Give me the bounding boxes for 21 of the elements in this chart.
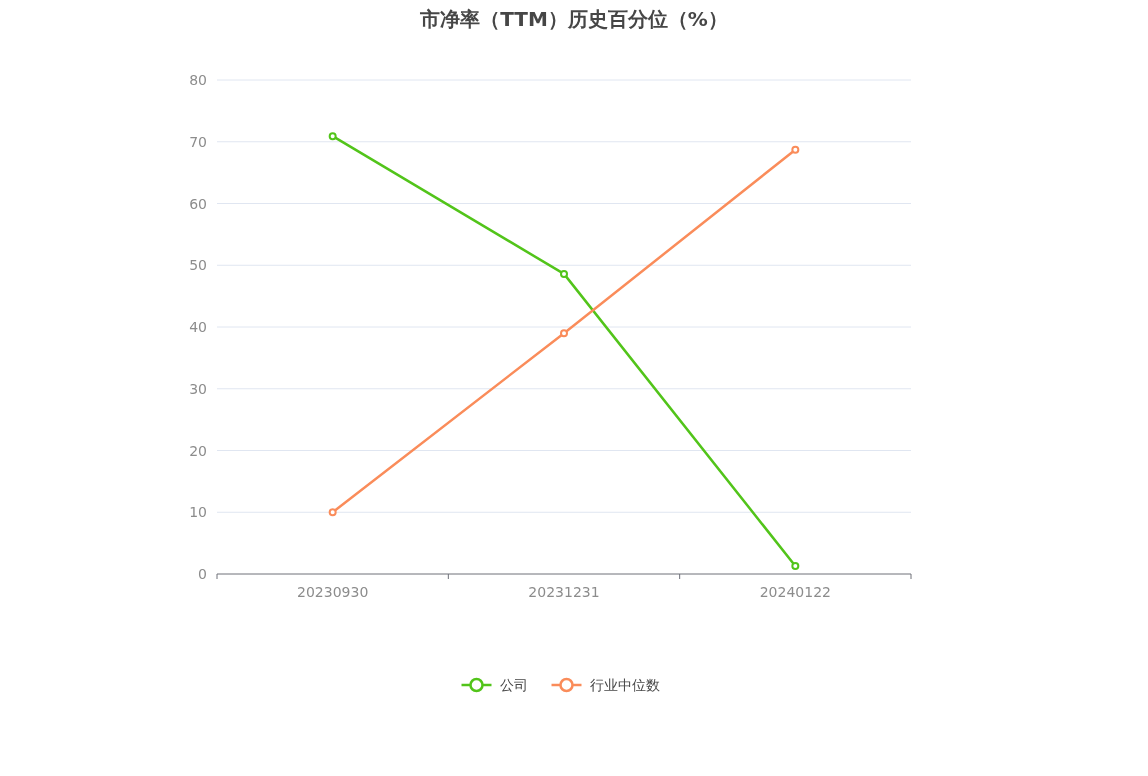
x-tick-label: 20231231 (528, 584, 600, 600)
legend-label: 公司 (499, 677, 528, 693)
x-tick-label: 20240122 (759, 584, 831, 600)
point (791, 561, 800, 570)
point (791, 145, 800, 154)
y-tick-label: 0 (198, 566, 207, 582)
y-tick-label: 20 (189, 442, 207, 459)
y-tick-label: 70 (189, 133, 207, 150)
legend-label: 行业中位数 (589, 677, 660, 693)
y-tick-label: 30 (189, 380, 207, 397)
chart-title: 市净率（TTM）历史百分位（%） (419, 7, 728, 31)
point (328, 132, 337, 141)
y-tick-label: 10 (189, 504, 207, 521)
y-tick-label: 50 (189, 257, 207, 274)
point (560, 329, 568, 338)
y-tick-label: 60 (189, 195, 207, 212)
y-tick-label: 80 (189, 72, 207, 88)
point (328, 508, 337, 517)
y-tick-label: 40 (189, 319, 207, 335)
x-tick-label: 20230930 (297, 584, 369, 600)
point (560, 269, 568, 278)
